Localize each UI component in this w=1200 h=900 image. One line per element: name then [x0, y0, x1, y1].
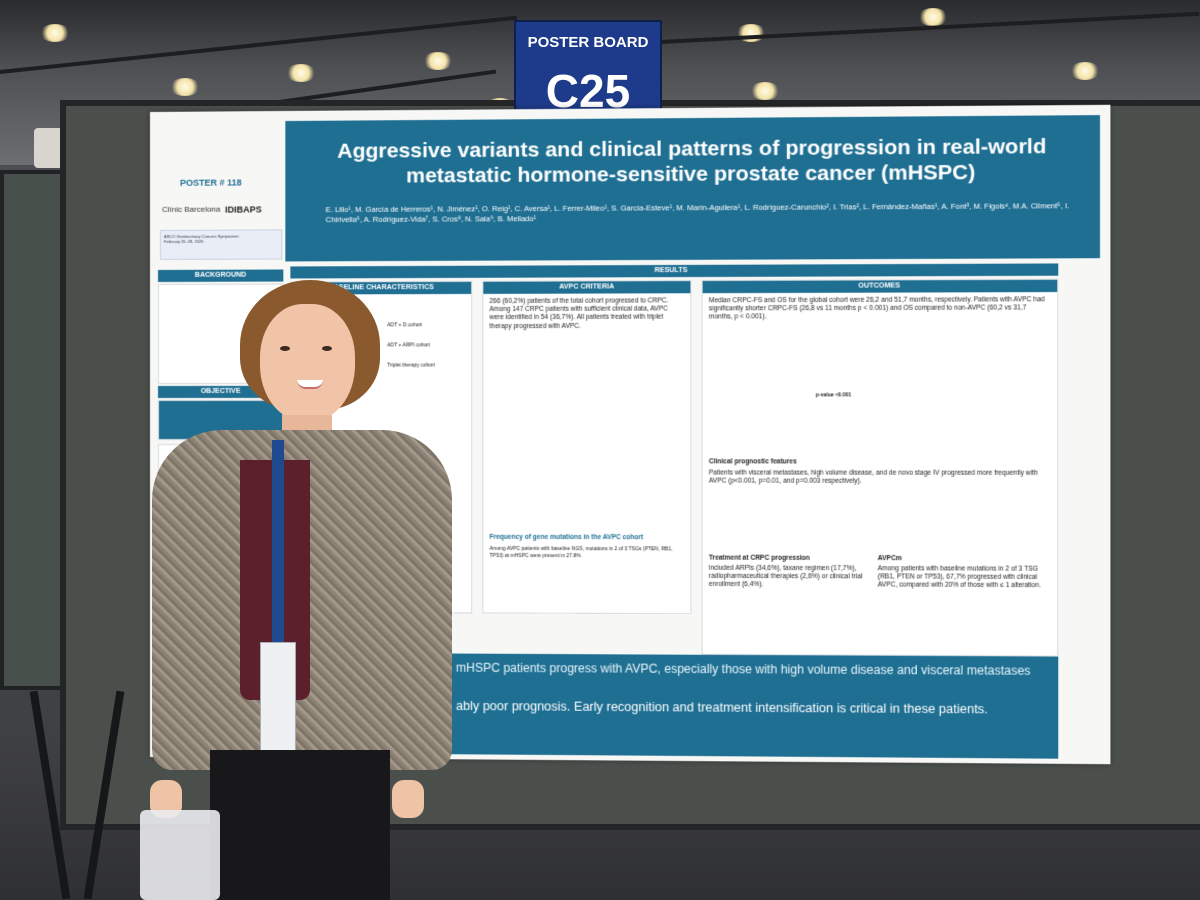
- ceiling-light: [286, 64, 316, 82]
- ceiling-light: [170, 78, 200, 96]
- mutations-text: Among AVPC patients with baseline NGS, m…: [489, 546, 683, 560]
- black-pants: [210, 750, 390, 900]
- clinical-features-text: Patients with visceral metastases, high …: [709, 469, 1050, 486]
- mutations-title: Frequency of gene mutations in the AVPC …: [489, 534, 683, 543]
- poster-number: POSTER # 118: [180, 177, 242, 187]
- conclusion-line-1: mHSPC patients progress with AVPC, espec…: [456, 660, 1052, 679]
- results-heading: RESULTS: [290, 263, 1058, 278]
- outcomes-heading: OUTCOMES: [703, 280, 1058, 293]
- treatment-title: Treatment at CRPC progression: [709, 555, 863, 564]
- left-eye: [280, 346, 290, 351]
- avpc-panel: AVPC CRITERIA 266 (60,2%) patients of th…: [482, 280, 691, 614]
- conclusion-box: mHSPC patients progress with AVPC, espec…: [442, 653, 1058, 758]
- poster-title: Aggressive variants and clinical pattern…: [285, 133, 1100, 189]
- avpcm-text: Among patients with baseline mutations i…: [878, 565, 1054, 591]
- name-badge: [260, 642, 296, 752]
- poster-header: Aggressive variants and clinical pattern…: [285, 115, 1100, 261]
- poster-authors: E. Lillo¹, M. García de Herreros¹, N. Ji…: [326, 201, 1085, 225]
- clinical-features-title: Clinical prognostic features: [709, 458, 1050, 467]
- km-pvalue: p-value <0.001: [816, 392, 899, 399]
- avpc-heading: AVPC CRITERIA: [483, 281, 690, 294]
- asco-lanyard: [272, 440, 284, 650]
- ceiling-light: [423, 52, 453, 70]
- ceiling-light: [918, 8, 948, 26]
- ceiling-light: [750, 82, 780, 100]
- ceiling-light: [1070, 62, 1100, 80]
- conclusion-line-2: ably poor prognosis. Early recognition a…: [456, 698, 1052, 718]
- idibaps-logo: IDIBAPS: [225, 204, 262, 214]
- sign-label: POSTER BOARD: [516, 34, 660, 51]
- outcomes-summary: Median CRPC-FS and OS for the global coh…: [709, 296, 1050, 322]
- clinic-logo: Clínic Barcelona: [162, 205, 220, 214]
- face: [260, 304, 355, 422]
- plastic-bag: [140, 810, 220, 900]
- outcomes-panel: OUTCOMES Median CRPC-FS and OS for the g…: [702, 279, 1059, 657]
- right-eye: [322, 346, 332, 351]
- right-hand: [392, 780, 424, 818]
- presenter: [140, 280, 470, 900]
- avpcm-title: AVPCm: [878, 555, 1054, 564]
- treatment-text: included ARPIs (34,6%), taxane regimen (…: [709, 565, 863, 590]
- avpc-summary: 266 (60,2%) patients of the total cohort…: [489, 297, 683, 331]
- asco-dates: February 26–28, 2026: [164, 238, 278, 244]
- asco-logo: ASCO Genitourinary Cancers Symposium Feb…: [160, 229, 282, 260]
- ceiling-light: [40, 24, 70, 42]
